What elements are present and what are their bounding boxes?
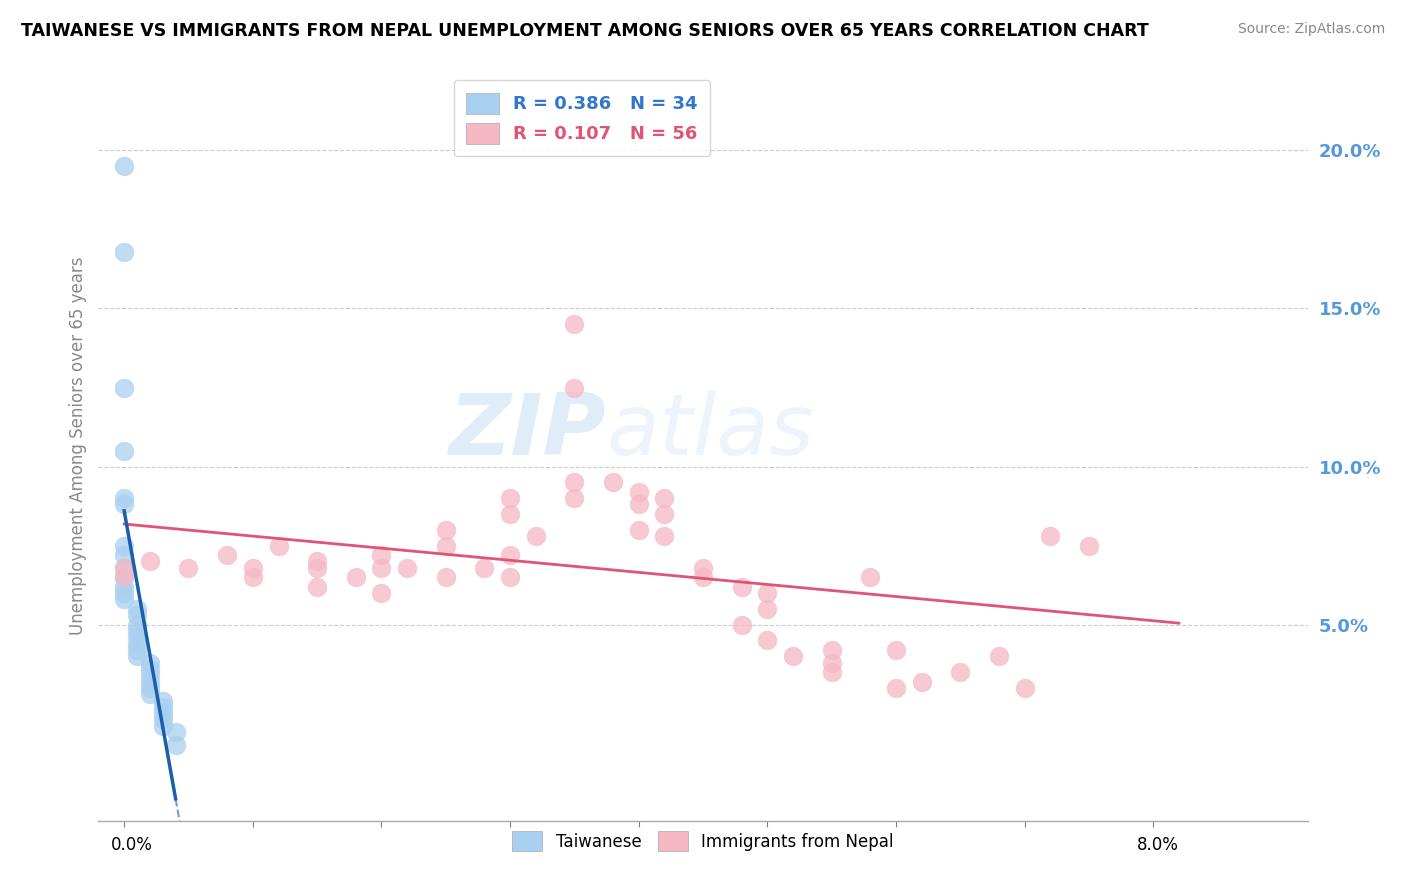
Point — [125, 617, 148, 632]
Point — [112, 570, 135, 584]
Point — [499, 548, 522, 562]
Point — [125, 643, 148, 657]
Point — [627, 523, 650, 537]
Point — [627, 484, 650, 499]
Point — [152, 719, 174, 733]
Point — [396, 560, 419, 574]
Point — [859, 570, 882, 584]
Point — [125, 602, 148, 616]
Point — [730, 580, 752, 594]
Point — [434, 539, 457, 553]
Text: ZIP: ZIP — [449, 390, 606, 473]
Point — [152, 699, 174, 714]
Point — [1077, 539, 1099, 553]
Point — [564, 318, 586, 332]
Point — [782, 649, 804, 664]
Point — [125, 649, 148, 664]
Point — [884, 681, 907, 695]
Point — [112, 498, 135, 512]
Point — [370, 548, 392, 562]
Point — [434, 523, 457, 537]
Point — [267, 539, 290, 553]
Point — [949, 665, 972, 679]
Legend: Taiwanese, Immigrants from Nepal: Taiwanese, Immigrants from Nepal — [506, 825, 900, 857]
Point — [627, 498, 650, 512]
Y-axis label: Unemployment Among Seniors over 65 years: Unemployment Among Seniors over 65 years — [69, 257, 87, 635]
Point — [344, 570, 367, 584]
Point — [370, 586, 392, 600]
Point — [307, 560, 329, 574]
Text: TAIWANESE VS IMMIGRANTS FROM NEPAL UNEMPLOYMENT AMONG SENIORS OVER 65 YEARS CORR: TAIWANESE VS IMMIGRANTS FROM NEPAL UNEMP… — [21, 22, 1149, 40]
Point — [307, 580, 329, 594]
Text: Source: ZipAtlas.com: Source: ZipAtlas.com — [1237, 22, 1385, 37]
Text: 8.0%: 8.0% — [1137, 837, 1180, 855]
Point — [1039, 529, 1062, 543]
Point — [177, 560, 200, 574]
Point — [756, 586, 779, 600]
Point — [820, 656, 842, 670]
Point — [730, 617, 752, 632]
Point — [139, 662, 162, 676]
Point — [139, 674, 162, 689]
Point — [112, 244, 135, 259]
Point — [152, 693, 174, 707]
Point — [152, 706, 174, 720]
Point — [242, 560, 264, 574]
Point — [564, 491, 586, 505]
Point — [307, 554, 329, 568]
Point — [139, 656, 162, 670]
Point — [987, 649, 1010, 664]
Point — [139, 554, 162, 568]
Point — [125, 630, 148, 644]
Point — [152, 713, 174, 727]
Point — [524, 529, 547, 543]
Point — [434, 570, 457, 584]
Point — [602, 475, 624, 490]
Point — [139, 668, 162, 682]
Point — [692, 570, 714, 584]
Point — [884, 643, 907, 657]
Point — [112, 539, 135, 553]
Point — [112, 443, 135, 458]
Point — [112, 580, 135, 594]
Point — [112, 560, 135, 574]
Point — [654, 529, 676, 543]
Point — [215, 548, 238, 562]
Point — [820, 665, 842, 679]
Point — [756, 633, 779, 648]
Point — [112, 586, 135, 600]
Point — [820, 643, 842, 657]
Point — [499, 507, 522, 521]
Point — [139, 687, 162, 701]
Point — [112, 548, 135, 562]
Point — [564, 380, 586, 394]
Point — [564, 475, 586, 490]
Point — [112, 159, 135, 173]
Point — [242, 570, 264, 584]
Point — [911, 674, 934, 689]
Point — [125, 637, 148, 651]
Point — [692, 560, 714, 574]
Point — [756, 602, 779, 616]
Point — [112, 592, 135, 607]
Point — [654, 491, 676, 505]
Point — [472, 560, 495, 574]
Point — [499, 570, 522, 584]
Point — [112, 380, 135, 394]
Point — [654, 507, 676, 521]
Point — [370, 560, 392, 574]
Point — [139, 681, 162, 695]
Point — [112, 491, 135, 505]
Point — [125, 624, 148, 638]
Point — [165, 725, 187, 739]
Text: atlas: atlas — [606, 390, 814, 473]
Point — [112, 560, 135, 574]
Point — [112, 570, 135, 584]
Point — [125, 608, 148, 623]
Point — [165, 738, 187, 752]
Point — [499, 491, 522, 505]
Text: 0.0%: 0.0% — [111, 837, 153, 855]
Point — [1014, 681, 1036, 695]
